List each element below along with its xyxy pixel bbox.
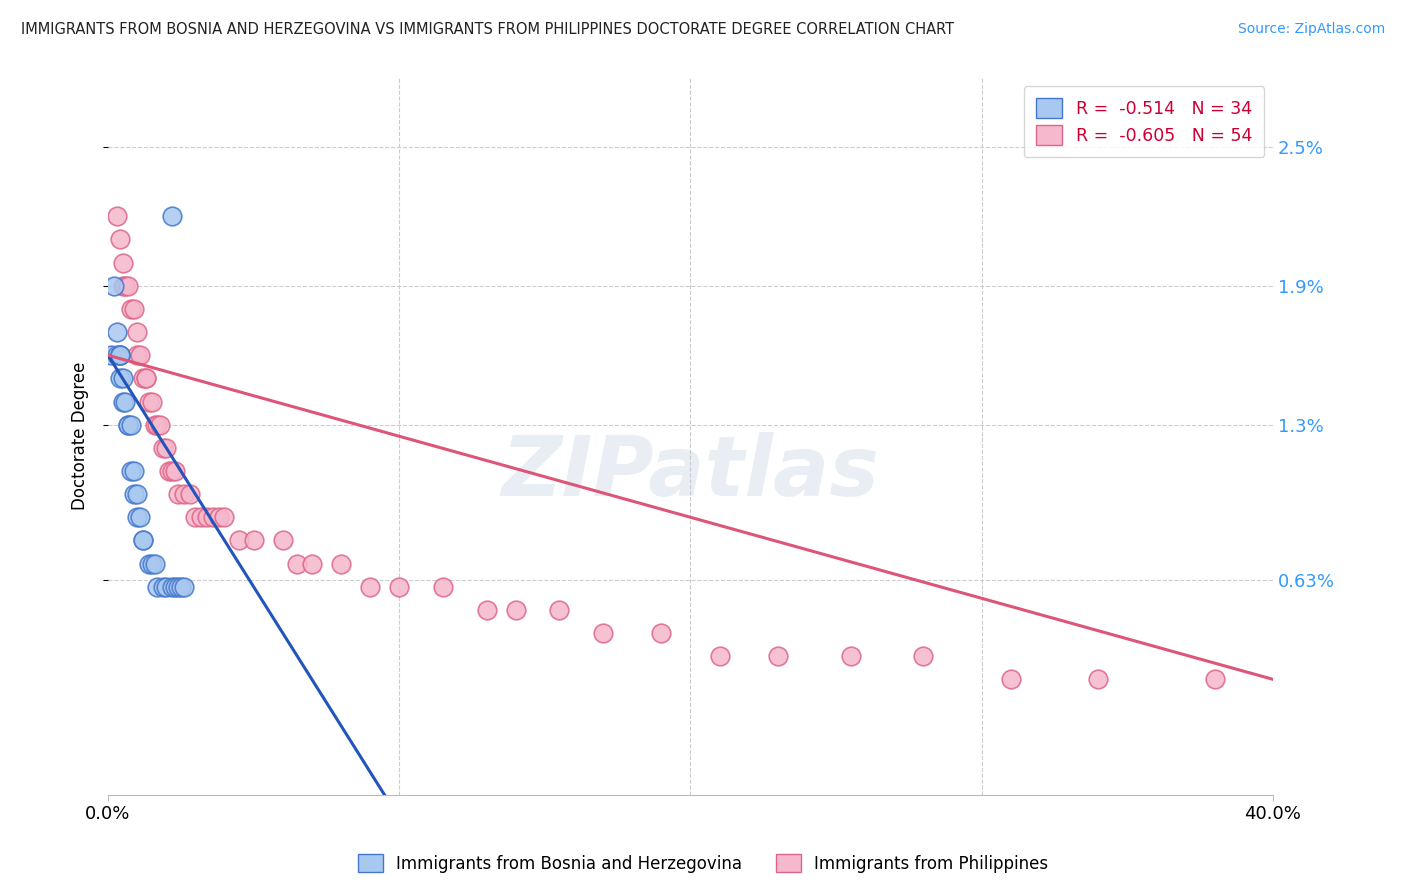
Point — [155, 580, 177, 594]
Point — [432, 580, 454, 594]
Point — [208, 510, 231, 524]
Point — [592, 626, 614, 640]
Point — [111, 278, 134, 293]
Point — [132, 533, 155, 548]
Point — [127, 325, 149, 339]
Point — [120, 464, 142, 478]
Point — [650, 626, 672, 640]
Y-axis label: Doctorate Degree: Doctorate Degree — [72, 362, 89, 510]
Point — [135, 371, 157, 385]
Point — [108, 348, 131, 362]
Point — [170, 580, 193, 594]
Point — [108, 348, 131, 362]
Point — [475, 603, 498, 617]
Point — [330, 557, 353, 571]
Point — [149, 417, 172, 432]
Point — [152, 580, 174, 594]
Point — [201, 510, 224, 524]
Point — [839, 649, 862, 664]
Point — [141, 557, 163, 571]
Point — [167, 580, 190, 594]
Point — [114, 278, 136, 293]
Point — [271, 533, 294, 548]
Point — [100, 348, 122, 362]
Point — [135, 371, 157, 385]
Point — [173, 580, 195, 594]
Point — [138, 557, 160, 571]
Point — [129, 510, 152, 524]
Point — [912, 649, 935, 664]
Point — [179, 487, 201, 501]
Point — [242, 533, 264, 548]
Point — [132, 533, 155, 548]
Legend: Immigrants from Bosnia and Herzegovina, Immigrants from Philippines: Immigrants from Bosnia and Herzegovina, … — [352, 847, 1054, 880]
Point — [285, 557, 308, 571]
Point — [505, 603, 527, 617]
Point — [388, 580, 411, 594]
Point — [108, 348, 131, 362]
Point — [105, 325, 128, 339]
Point — [359, 580, 381, 594]
Point — [160, 210, 183, 224]
Text: Source: ZipAtlas.com: Source: ZipAtlas.com — [1237, 22, 1385, 37]
Point — [301, 557, 323, 571]
Point — [114, 394, 136, 409]
Point — [127, 510, 149, 524]
Text: ZIPatlas: ZIPatlas — [502, 432, 879, 513]
Point — [129, 348, 152, 362]
Point — [152, 441, 174, 455]
Point — [117, 417, 139, 432]
Point — [709, 649, 731, 664]
Point — [127, 487, 149, 501]
Point — [155, 441, 177, 455]
Point — [105, 348, 128, 362]
Point — [132, 371, 155, 385]
Point — [195, 510, 218, 524]
Point — [167, 487, 190, 501]
Text: IMMIGRANTS FROM BOSNIA AND HERZEGOVINA VS IMMIGRANTS FROM PHILIPPINES DOCTORATE : IMMIGRANTS FROM BOSNIA AND HERZEGOVINA V… — [21, 22, 955, 37]
Point — [766, 649, 789, 664]
Point — [108, 232, 131, 246]
Point — [190, 510, 212, 524]
Point — [173, 487, 195, 501]
Point — [117, 278, 139, 293]
Point — [111, 394, 134, 409]
Point — [157, 464, 180, 478]
Point — [163, 580, 186, 594]
Point — [122, 301, 145, 316]
Point — [160, 580, 183, 594]
Point — [1087, 673, 1109, 687]
Point — [228, 533, 250, 548]
Point — [1000, 673, 1022, 687]
Point — [1204, 673, 1226, 687]
Point — [111, 371, 134, 385]
Point — [146, 417, 169, 432]
Point — [548, 603, 571, 617]
Point — [108, 371, 131, 385]
Point — [120, 417, 142, 432]
Point — [141, 394, 163, 409]
Point — [105, 210, 128, 224]
Point — [122, 464, 145, 478]
Point — [143, 557, 166, 571]
Point — [146, 580, 169, 594]
Point — [120, 301, 142, 316]
Point — [138, 394, 160, 409]
Point — [103, 278, 125, 293]
Point — [111, 255, 134, 269]
Point — [214, 510, 236, 524]
Legend: R =  -0.514   N = 34, R =  -0.605   N = 54: R = -0.514 N = 34, R = -0.605 N = 54 — [1024, 87, 1264, 158]
Point — [160, 464, 183, 478]
Point — [127, 348, 149, 362]
Point — [122, 487, 145, 501]
Point — [117, 417, 139, 432]
Point — [184, 510, 207, 524]
Point — [163, 464, 186, 478]
Point — [143, 417, 166, 432]
